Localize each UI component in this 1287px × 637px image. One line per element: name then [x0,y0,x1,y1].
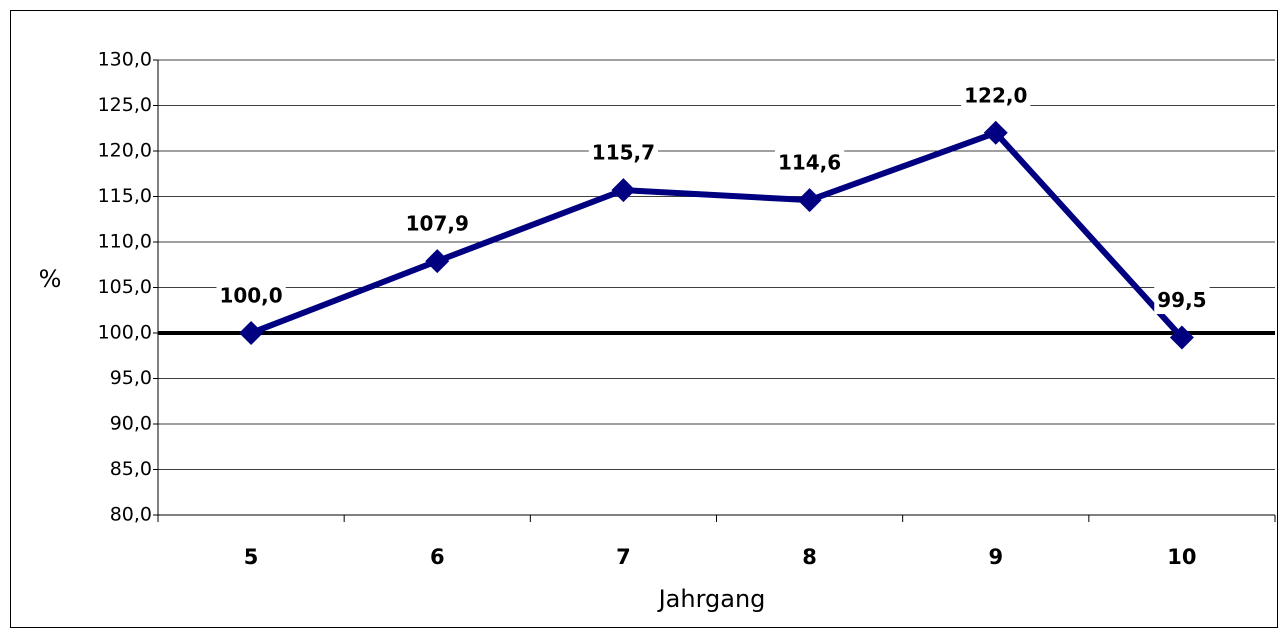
data-label: 100,0 [219,284,282,308]
marker [239,321,264,345]
y-tick-label: 115,0 [98,185,152,207]
marker [983,120,1008,145]
data-label: 99,5 [1157,288,1206,312]
marker [425,249,450,274]
y-tick-label: 130,0 [98,49,152,71]
data-label-bg [961,81,1031,110]
x-tick-label: 5 [244,545,259,569]
y-tick-label: 80,0 [110,504,152,526]
x-tick-label: 7 [616,545,631,569]
data-label-bg [216,281,286,310]
x-tick-label: 10 [1167,545,1196,569]
marker [797,188,822,213]
data-label: 122,0 [964,83,1027,107]
data-label-bg [588,138,659,167]
marker [611,178,636,203]
data-label-bg [774,148,845,177]
data-label: 114,6 [778,151,841,175]
y-tick-label: 105,0 [98,276,152,298]
x-axis-label: Jahrgang [657,585,766,613]
y-tick-label: 125,0 [98,94,152,116]
y-tick-label: 85,0 [110,458,152,480]
y-tick-label: 110,0 [98,231,152,253]
data-label-bg [402,209,472,238]
y-tick-label: 90,0 [110,413,152,435]
y-tick-label: 95,0 [110,367,152,389]
data-label-bg [1154,286,1210,315]
line [250,129,1185,340]
data-label: 115,7 [592,141,655,165]
y-tick-label: 100,0 [98,322,152,344]
data-label: 107,9 [406,212,469,236]
chart-frame [10,10,1278,628]
x-tick-label: 9 [988,545,1003,569]
y-axis-label: % [39,265,62,293]
marker [1169,325,1194,350]
x-tick-label: 8 [802,545,817,569]
x-tick-label: 6 [430,545,445,569]
y-tick-label: 120,0 [98,140,152,162]
